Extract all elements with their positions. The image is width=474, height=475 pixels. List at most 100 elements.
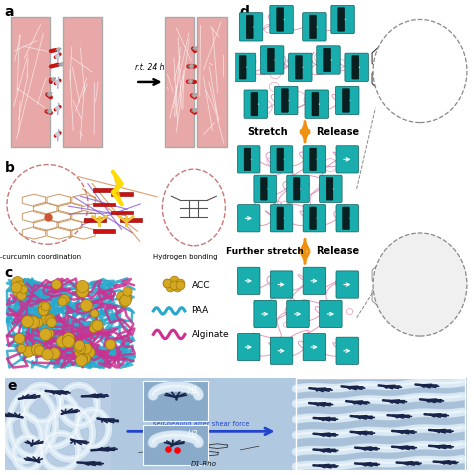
FancyBboxPatch shape [310,148,317,171]
FancyBboxPatch shape [246,15,253,38]
Point [166,284,174,291]
Point [64,334,72,342]
Point [170,276,177,284]
Point [176,279,184,287]
Point [190,106,198,114]
Point [43,351,51,358]
Point [76,344,84,352]
Point [30,318,37,326]
Bar [83,218,106,221]
Polygon shape [113,171,122,204]
FancyBboxPatch shape [287,175,309,202]
Text: Strong
Pristine Upy Dimer: Strong Pristine Upy Dimer [391,82,449,93]
Text: self-healing after shear force: self-healing after shear force [153,421,249,427]
FancyBboxPatch shape [270,205,293,232]
Point [46,315,53,323]
FancyBboxPatch shape [319,300,342,328]
Point [79,349,87,357]
Text: H3: H3 [188,430,199,438]
FancyBboxPatch shape [270,5,293,34]
FancyBboxPatch shape [282,89,288,112]
Point [120,297,128,304]
FancyBboxPatch shape [164,17,194,147]
Point [41,330,48,338]
Text: e: e [7,380,17,393]
FancyBboxPatch shape [343,89,349,112]
Point [14,287,22,294]
Point [49,75,57,83]
Point [50,350,58,357]
FancyBboxPatch shape [305,90,328,118]
Point [122,293,129,300]
Point [176,281,184,289]
FancyBboxPatch shape [303,205,326,232]
Text: r.t. 24 h: r.t. 24 h [135,63,164,72]
FancyBboxPatch shape [277,148,283,171]
FancyBboxPatch shape [244,90,267,118]
Point [173,446,181,454]
FancyBboxPatch shape [277,8,283,31]
Bar [92,188,115,192]
FancyBboxPatch shape [237,205,260,232]
FancyBboxPatch shape [296,56,302,79]
Text: a: a [5,5,14,19]
Point [29,316,37,324]
Point [59,297,66,304]
Point [121,295,128,303]
FancyBboxPatch shape [270,337,293,364]
Point [45,330,53,337]
FancyBboxPatch shape [336,86,359,114]
FancyBboxPatch shape [251,93,258,116]
Point [16,282,23,290]
FancyBboxPatch shape [143,381,208,421]
Point [41,303,48,310]
FancyBboxPatch shape [303,333,326,361]
Point [45,107,53,114]
Point [163,279,171,287]
Text: H1: H1 [188,386,199,395]
FancyBboxPatch shape [254,300,276,328]
Point [121,296,129,304]
Text: d: d [239,5,249,19]
FancyBboxPatch shape [267,48,274,72]
Point [91,309,98,316]
Point [86,349,93,356]
FancyBboxPatch shape [289,53,312,82]
FancyBboxPatch shape [270,271,293,298]
Point [80,354,87,362]
Point [58,337,66,344]
Point [79,282,86,290]
Point [17,291,25,299]
Point [46,90,53,97]
FancyBboxPatch shape [310,15,317,38]
Text: Eu-curcumin coordination: Eu-curcumin coordination [0,254,82,259]
Point [46,314,54,322]
Bar [110,211,133,214]
FancyBboxPatch shape [336,271,358,298]
Point [54,131,61,138]
Bar [296,378,465,470]
FancyBboxPatch shape [331,5,354,34]
FancyBboxPatch shape [336,337,358,364]
FancyBboxPatch shape [237,146,260,173]
Bar [5,378,111,470]
FancyBboxPatch shape [336,205,358,232]
Point [33,345,41,353]
Bar [92,202,115,206]
FancyBboxPatch shape [63,17,101,147]
Text: Hydrogen bonding: Hydrogen bonding [153,254,217,259]
Text: D1-Rho: D1-Rho [191,461,217,467]
FancyBboxPatch shape [312,93,319,116]
Point [191,44,199,52]
Text: ACC: ACC [191,281,210,290]
Bar [119,218,142,221]
Point [57,60,64,68]
Point [187,62,194,69]
Text: PAA: PAA [191,306,209,315]
Bar [296,378,467,470]
FancyBboxPatch shape [338,8,345,31]
FancyBboxPatch shape [239,56,246,79]
Point [74,343,82,351]
FancyBboxPatch shape [343,207,349,229]
FancyBboxPatch shape [303,13,326,41]
